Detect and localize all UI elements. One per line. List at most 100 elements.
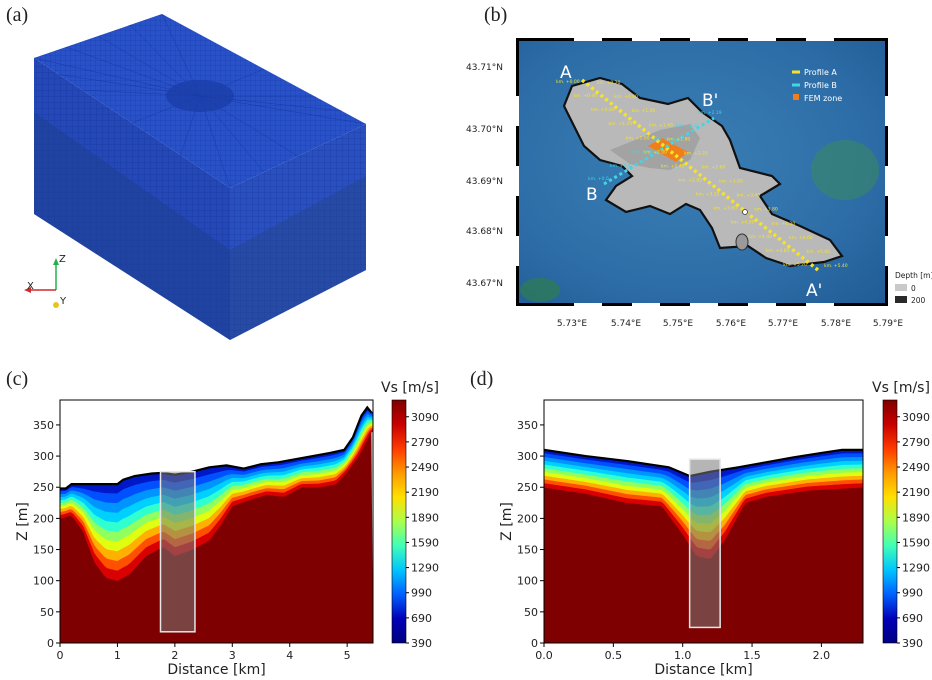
profile-a-line [580, 78, 820, 272]
profile-b-km-label: km. +1.5 [654, 136, 675, 142]
profile-a-km-label: km. +1.00 [632, 108, 656, 114]
map-terrain [519, 41, 885, 303]
colorbar-tick-label: 690 [411, 612, 432, 625]
colorbar-tick-label: 990 [411, 587, 432, 600]
y-tick-label: 350 [33, 419, 54, 432]
lat-tick-label: 43.68°N [466, 227, 503, 237]
x-tick-label: 3 [229, 649, 236, 662]
colorbar-tick-label: 990 [902, 587, 923, 600]
legend-profile-a: Profile A [804, 68, 837, 77]
ground-surface-line [544, 448, 863, 478]
plot-frame [543, 399, 864, 644]
y-axis-marker [53, 302, 59, 308]
y-tick-label: 0 [47, 637, 54, 650]
profile-a-km-label: km. +0.80 [591, 107, 615, 113]
velocity-band [60, 425, 373, 562]
colorbar-tick-label: 2790 [411, 436, 439, 449]
cross-section-d: 0.0 0.5 1.0 1.5 2.0 0 50 100 150 200 250 300 350 Dist… [499, 380, 930, 678]
lon-tick-label: 5.78°E [821, 319, 852, 329]
panel-label-a: (a) [6, 4, 29, 26]
profile-a-km-label: km. +3.80 [754, 207, 778, 213]
profile-a-km-label: km. +0.20 [597, 80, 621, 86]
y-tick-label: 50 [524, 606, 538, 619]
x-axis-label: Distance [km] [654, 662, 752, 678]
velocity-band [544, 483, 863, 559]
depth-value-0: 0 [911, 284, 916, 293]
velocity-band [60, 416, 373, 524]
lon-tick-label: 5.75°E [663, 319, 694, 329]
lon-tick-label: 5.79°E [873, 319, 904, 329]
y-axis-label: Z [m] [15, 502, 31, 541]
profile-a-km-label: km. +4.60 [789, 235, 813, 241]
velocity-band [544, 475, 863, 542]
y-tick-label: 100 [517, 575, 538, 588]
profile-a-km-label: km. +1.80 [667, 136, 691, 142]
velocity-band [60, 428, 373, 581]
velocity-band [60, 423, 373, 553]
velocity-band [544, 471, 863, 533]
plot-frame [59, 399, 374, 644]
x-tick-label: 1.0 [674, 649, 692, 662]
profile-a-km-label: km. +3.00 [719, 179, 743, 185]
profile-a-km-label: km. +2.00 [643, 149, 667, 155]
colorbar-tick-label: 1890 [411, 511, 439, 524]
velocity-band [544, 460, 863, 508]
x-tick-label: 0 [57, 649, 64, 662]
velocity-band [544, 449, 863, 484]
y-tick-label: 100 [33, 575, 54, 588]
x-axis-label: Distance [km] [167, 662, 265, 678]
x-tick-label: 1.5 [743, 649, 761, 662]
profile-a-km-label: km. +3.60 [713, 206, 737, 212]
x-tick-label: 0.0 [535, 649, 553, 662]
y-tick-label: 200 [33, 512, 54, 525]
profile-a-km-label: km. +0.00 [556, 79, 580, 85]
profile-a-km-label: km. +2.80 [678, 178, 702, 184]
velocity-band [60, 427, 373, 572]
colorbar-tick-label: 2190 [902, 486, 930, 499]
profile-a-km-label: km. +4.80 [766, 248, 790, 254]
colorbar-tick-label: 1290 [902, 562, 930, 575]
colorbar-tick-label: 1590 [902, 536, 930, 549]
depth-swatch-0 [895, 284, 907, 291]
bedrock-region [544, 449, 863, 643]
x-tick-label: 4 [286, 649, 293, 662]
velocity-band [544, 457, 863, 500]
bedrock-region [60, 407, 373, 643]
colorbar-tick-label: 2190 [411, 486, 439, 499]
colorbar-tick-label: 690 [902, 612, 923, 625]
y-tick-label: 350 [517, 419, 538, 432]
velocity-band [544, 453, 863, 491]
y-tick-label: 150 [517, 544, 538, 557]
profile-a-km-label: km. +4.40 [748, 234, 772, 240]
lat-tick-label: 43.70°N [466, 125, 503, 135]
profile-a-km-label: km. +3.40 [737, 193, 761, 199]
y-tick-label: 200 [517, 512, 538, 525]
profile-b-km-label: km. +2.0 [676, 123, 697, 129]
y-tick-label: 150 [33, 544, 54, 557]
mesh-top-face [34, 14, 366, 188]
profile-a-km-label: km. +5.40 [824, 263, 848, 269]
profile-label-b: B [586, 185, 598, 205]
profile-a-km-label: km. +1.60 [626, 135, 650, 141]
ground-surface-line [60, 405, 373, 490]
legend-fem-zone: FEM zone [804, 94, 842, 103]
y-tick-label: 300 [517, 450, 538, 463]
lat-tick-label: 43.69°N [466, 177, 503, 187]
colorbar-tick-label: 390 [902, 637, 923, 650]
y-axis-label: Z [m] [499, 502, 515, 541]
x-tick-label: 2.0 [813, 649, 831, 662]
x-tick-label: 1 [114, 649, 121, 662]
colorbar-tick-label: 3090 [902, 411, 930, 424]
profile-b-km-label: km. +2.19 [698, 110, 722, 116]
lon-tick-label: 5.76°E [716, 319, 747, 329]
profile-b-km-label: km. +1.0 [632, 150, 653, 156]
profile-b-line [603, 116, 715, 186]
colorbar-tick-label: 390 [411, 637, 432, 650]
map-legend: Profile A Profile B FEM zone [792, 68, 842, 103]
profile-a-km-label: km. +5.20 [783, 262, 807, 268]
colorbar-tick-label: 2790 [902, 436, 930, 449]
